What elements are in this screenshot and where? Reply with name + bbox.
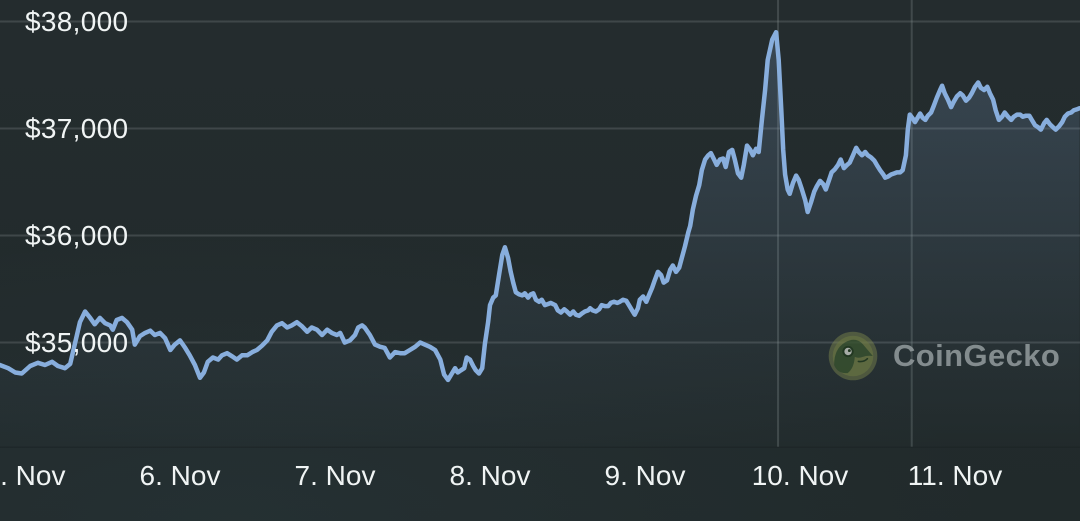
coingecko-gecko-logo-icon <box>826 329 880 383</box>
x-axis-label-7-nov: 7. Nov <box>294 460 376 491</box>
x-axis-label-11-nov: 11. Nov <box>907 460 1003 491</box>
x-axis: 5. Nov 6. Nov 7. Nov 8. Nov 9. Nov 10. N… <box>0 447 1080 521</box>
coingecko-watermark-text: CoinGecko <box>893 338 1061 373</box>
x-axis-label-8-nov: 8. Nov <box>449 460 531 491</box>
y-axis-label-37000: $37,000 <box>25 112 129 144</box>
price-line <box>0 29 1080 383</box>
y-axis-label-36000: $36,000 <box>25 219 129 251</box>
y-axis-label-35000: $35,000 <box>25 326 129 358</box>
y-axis-label-38000: $38,000 <box>25 5 129 37</box>
axis-divider <box>0 446 1080 448</box>
price-area-fill <box>0 32 1080 447</box>
x-axis-label-5-nov: 5. Nov <box>0 460 66 491</box>
x-axis-label-9-nov: 9. Nov <box>604 460 686 491</box>
x-axis-label-6-nov: 6. Nov <box>139 460 221 491</box>
coingecko-watermark: CoinGecko <box>826 329 1060 383</box>
x-axis-label-10-nov: 10. Nov <box>751 460 849 491</box>
